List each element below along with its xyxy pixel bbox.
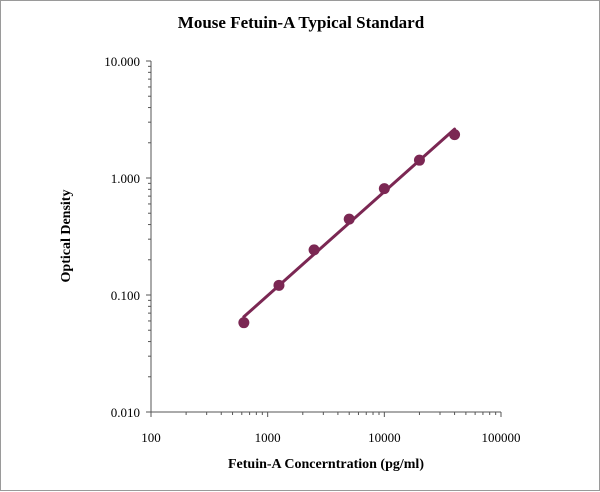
- x-tick-label: 10000: [368, 430, 401, 445]
- data-point: [273, 279, 285, 291]
- x-tick-label: 100000: [482, 430, 521, 445]
- x-tick-label: 100: [141, 430, 161, 445]
- data-point: [378, 183, 390, 195]
- ticks: [146, 60, 502, 417]
- x-axis-label: Fetuin-A Concerntration (pg/ml): [228, 457, 424, 472]
- y-tick-label: 0.100: [111, 288, 140, 303]
- y-tick-label: 0.010: [111, 405, 140, 420]
- data-points: [238, 129, 461, 329]
- y-tick-label: 1.000: [111, 171, 140, 186]
- tick-labels: 100 1000 10000 100000 10.000 1.000 0.100 0.010: [104, 54, 520, 445]
- y-axis-label: Optical Density: [59, 190, 74, 283]
- axes: [150, 61, 501, 413]
- data-point: [308, 244, 320, 256]
- data-point: [343, 213, 355, 225]
- data-point: [413, 154, 425, 166]
- y-tick-label: 10.000: [104, 54, 140, 69]
- chart-title: Mouse Fetuin-A Typical Standard: [178, 13, 425, 32]
- x-tick-label: 1000: [255, 430, 281, 445]
- data-point: [449, 129, 461, 141]
- data-point: [238, 317, 250, 329]
